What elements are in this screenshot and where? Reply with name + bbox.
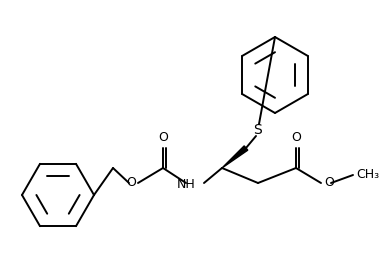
- Text: O: O: [324, 177, 334, 189]
- Polygon shape: [222, 146, 248, 168]
- Text: O: O: [291, 131, 301, 144]
- Text: O: O: [158, 131, 168, 144]
- Text: S: S: [254, 123, 262, 137]
- Text: CH₃: CH₃: [356, 169, 379, 181]
- Text: NH: NH: [177, 178, 196, 192]
- Text: O: O: [126, 177, 136, 189]
